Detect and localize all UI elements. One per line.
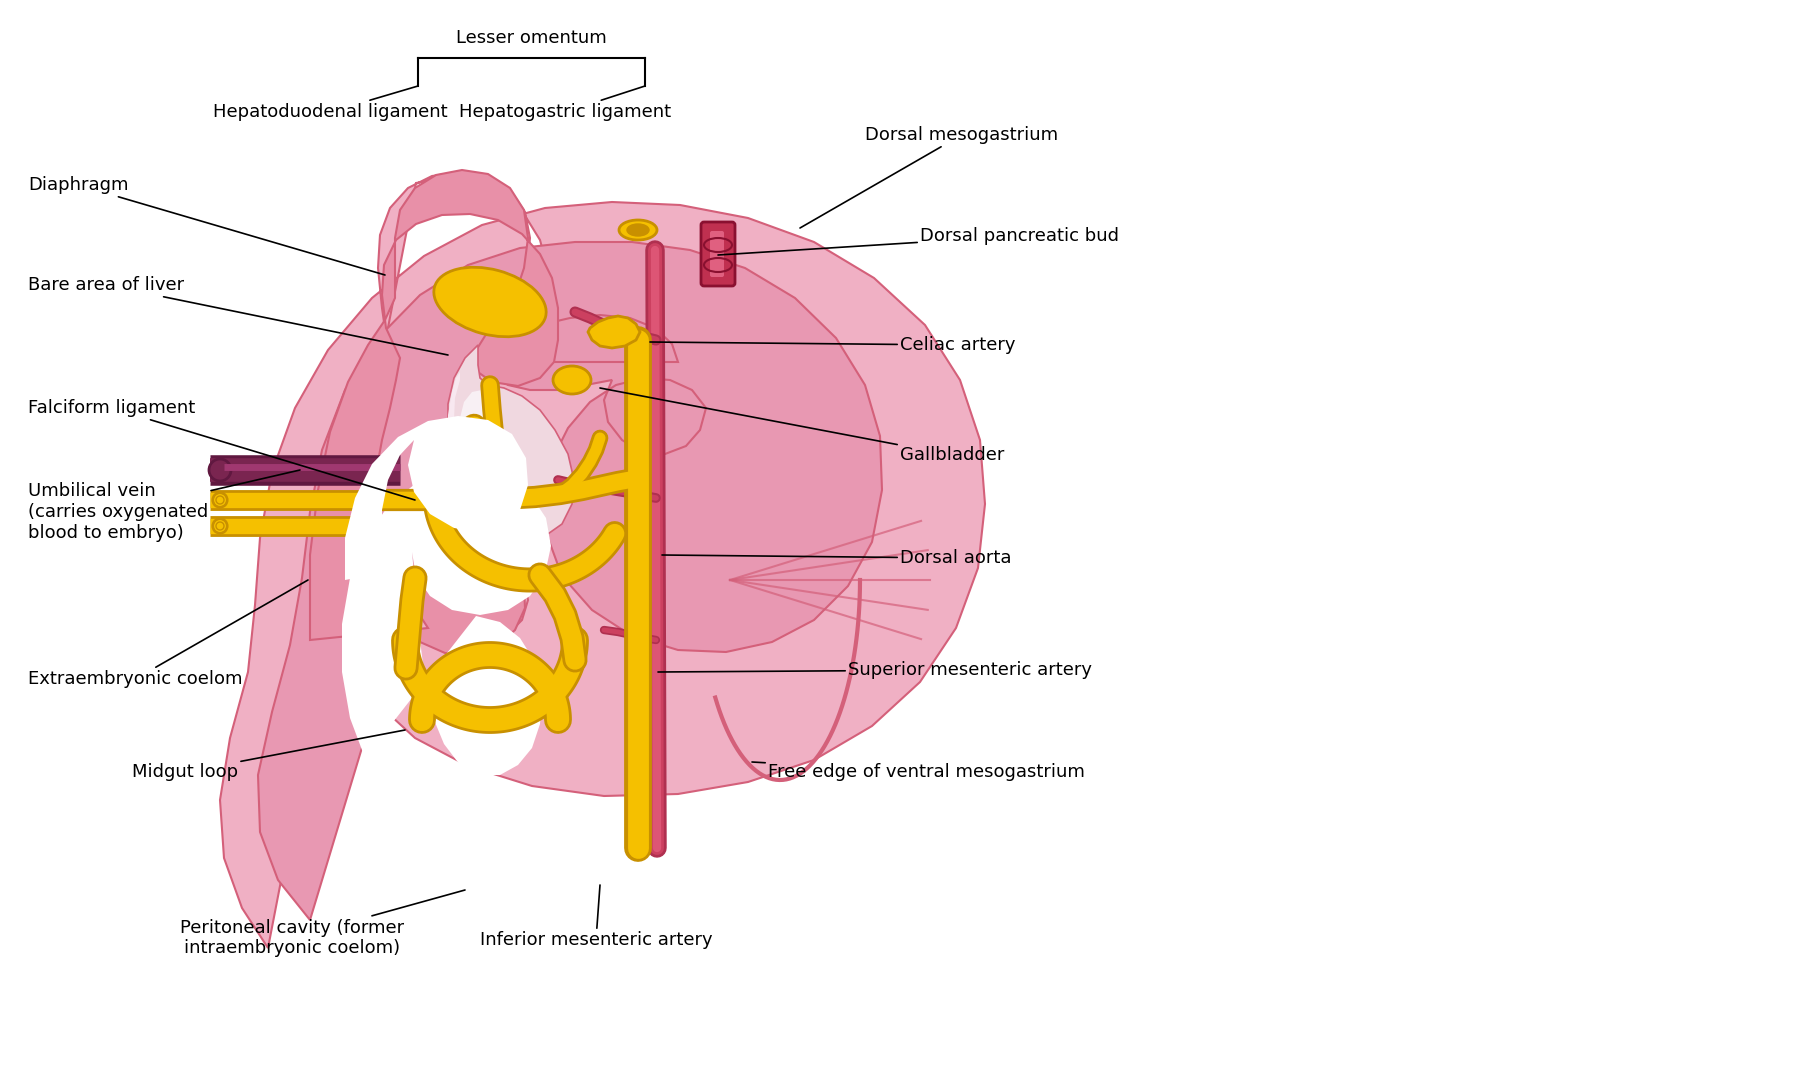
Polygon shape [448, 372, 479, 488]
Polygon shape [258, 242, 882, 920]
Text: Diaphragm: Diaphragm [29, 176, 385, 276]
Text: Extraembryonic coelom: Extraembryonic coelom [29, 580, 308, 688]
Text: Inferior mesenteric artery: Inferior mesenteric artery [481, 885, 712, 949]
Ellipse shape [552, 366, 592, 394]
Text: Free edge of ventral mesogastrium: Free edge of ventral mesogastrium [751, 762, 1085, 781]
Ellipse shape [628, 224, 649, 236]
FancyBboxPatch shape [701, 222, 735, 286]
Text: Peritoneal cavity (former
intraembryonic coelom): Peritoneal cavity (former intraembryonic… [179, 890, 464, 957]
Text: Midgut loop: Midgut loop [133, 730, 405, 781]
Polygon shape [342, 470, 550, 775]
Polygon shape [461, 390, 495, 444]
Polygon shape [221, 172, 984, 948]
Polygon shape [588, 316, 640, 348]
Polygon shape [344, 416, 527, 580]
Text: Lesser omentum: Lesser omentum [455, 29, 606, 47]
Polygon shape [448, 345, 574, 538]
Text: Celiac artery: Celiac artery [651, 336, 1015, 354]
Ellipse shape [213, 519, 228, 534]
Text: Hepatoduodenal ligament: Hepatoduodenal ligament [213, 86, 446, 121]
Text: Hepatogastric ligament: Hepatogastric ligament [459, 86, 671, 121]
Text: Falciform ligament: Falciform ligament [29, 399, 414, 500]
Ellipse shape [434, 267, 547, 337]
Text: Bare area of liver: Bare area of liver [29, 276, 448, 355]
Text: Dorsal mesogastrium: Dorsal mesogastrium [800, 126, 1058, 228]
Text: Umbilical vein
(carries oxygenated
blood to embryo): Umbilical vein (carries oxygenated blood… [29, 470, 299, 541]
Text: Superior mesenteric artery: Superior mesenteric artery [658, 661, 1092, 679]
Text: Dorsal pancreatic bud: Dorsal pancreatic bud [717, 227, 1119, 255]
Text: Gallbladder: Gallbladder [601, 388, 1004, 464]
Ellipse shape [213, 492, 228, 507]
Ellipse shape [210, 459, 231, 481]
Polygon shape [310, 170, 558, 655]
FancyBboxPatch shape [710, 230, 724, 277]
Text: Dorsal aorta: Dorsal aorta [662, 549, 1011, 567]
Ellipse shape [619, 220, 656, 240]
